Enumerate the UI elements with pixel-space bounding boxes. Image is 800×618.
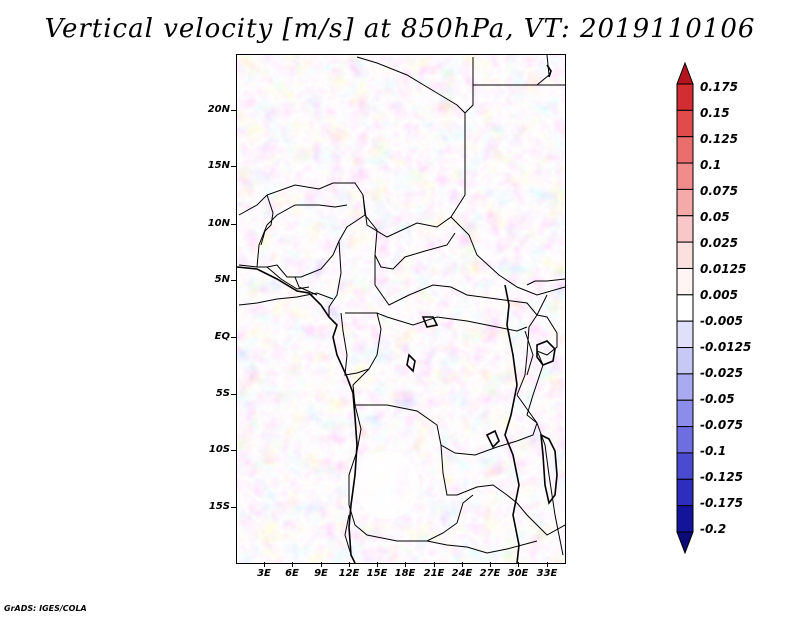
x-tick-label: 15E	[366, 568, 388, 579]
y-tick-label: 10S	[208, 444, 230, 455]
map-panel	[236, 54, 566, 564]
y-tick-label: 5N	[214, 274, 230, 285]
x-tick-label: 30E	[507, 568, 529, 579]
colorbar-swatch	[676, 83, 694, 111]
x-tick-label: 27E	[479, 568, 501, 579]
colorbar-swatches	[676, 61, 694, 555]
colorbar-label: -0.0125	[700, 340, 752, 354]
y-tick	[231, 394, 236, 395]
colorbar-label: 0.05	[700, 210, 730, 224]
colorbar-label: -0.2	[700, 522, 727, 536]
colorbar-swatch	[676, 478, 694, 507]
colorbar-swatch	[676, 373, 694, 401]
colorbar-label: 0.005	[700, 288, 738, 302]
y-tick-label: 10N	[207, 218, 230, 229]
y-tick	[231, 224, 236, 225]
colorbar-swatch	[676, 347, 694, 375]
colorbar-label: -0.175	[700, 496, 743, 510]
x-tick	[377, 562, 378, 567]
x-tick-label: 33E	[536, 568, 558, 579]
x-tick	[547, 562, 548, 567]
y-tick-label: 5S	[215, 388, 230, 399]
colorbar-swatch	[676, 241, 694, 269]
colorbar-label: -0.075	[700, 418, 743, 432]
colorbar-swatch	[676, 188, 694, 217]
colorbar-swatch	[676, 452, 694, 480]
colorbar-swatch	[676, 267, 694, 296]
credit-text: GrADS: IGES/COLA	[4, 604, 87, 613]
colorbar	[676, 61, 694, 555]
colorbar-label: -0.005	[700, 314, 743, 328]
y-tick	[231, 110, 236, 111]
x-tick	[434, 562, 435, 567]
x-tick-label: 3E	[257, 568, 271, 579]
x-tick	[462, 562, 463, 567]
colorbar-label: -0.1	[700, 444, 727, 458]
colorbar-label: -0.125	[700, 470, 743, 484]
x-tick	[292, 562, 293, 567]
x-tick-label: 21E	[423, 568, 445, 579]
y-tick-label: 15N	[207, 160, 230, 171]
x-tick	[264, 562, 265, 567]
x-tick-label: 12E	[338, 568, 360, 579]
colorbar-label: 0.025	[700, 236, 738, 250]
colorbar-swatch	[676, 505, 694, 533]
colorbar-swatch	[676, 294, 694, 322]
colorbar-swatch	[676, 399, 694, 428]
colorbar-swatch	[676, 215, 694, 243]
x-tick-label: 18E	[394, 568, 416, 579]
colorbar-swatch	[676, 320, 694, 349]
y-tick	[231, 507, 236, 508]
colorbar-swatch	[676, 162, 694, 190]
colorbar-label: 0.175	[700, 80, 738, 94]
x-tick	[321, 562, 322, 567]
colorbar-swatch	[676, 136, 694, 164]
x-tick	[518, 562, 519, 567]
x-tick	[405, 562, 406, 567]
colorbar-label: 0.0125	[700, 262, 747, 276]
colorbar-swatch	[676, 61, 694, 85]
country-borders	[238, 55, 565, 563]
y-tick	[231, 450, 236, 451]
colorbar-label: 0.125	[700, 132, 738, 146]
y-tick	[231, 166, 236, 167]
x-tick	[349, 562, 350, 567]
colorbar-swatch	[676, 426, 694, 454]
weak-motion-area	[355, 451, 419, 519]
x-tick-label: 6E	[285, 568, 299, 579]
colorbar-swatch	[676, 109, 694, 138]
colorbar-label: -0.025	[700, 366, 743, 380]
coastlines	[237, 64, 558, 563]
colorbar-label: 0.1	[700, 158, 722, 172]
colorbar-label: -0.05	[700, 392, 735, 406]
y-tick-label: 15S	[208, 501, 230, 512]
x-tick-label: 9E	[314, 568, 328, 579]
x-tick-label: 24E	[451, 568, 473, 579]
y-tick	[231, 280, 236, 281]
colorbar-label: 0.075	[700, 184, 738, 198]
y-tick-label: EQ	[214, 331, 230, 342]
x-tick	[490, 562, 491, 567]
vertical-velocity-field	[237, 55, 565, 563]
y-tick-label: 20N	[207, 104, 230, 115]
y-tick	[231, 337, 236, 338]
chart-title: Vertical velocity [m/s] at 850hPa, VT: 2…	[44, 14, 756, 44]
colorbar-swatch	[676, 531, 694, 555]
colorbar-label: 0.15	[700, 106, 730, 120]
